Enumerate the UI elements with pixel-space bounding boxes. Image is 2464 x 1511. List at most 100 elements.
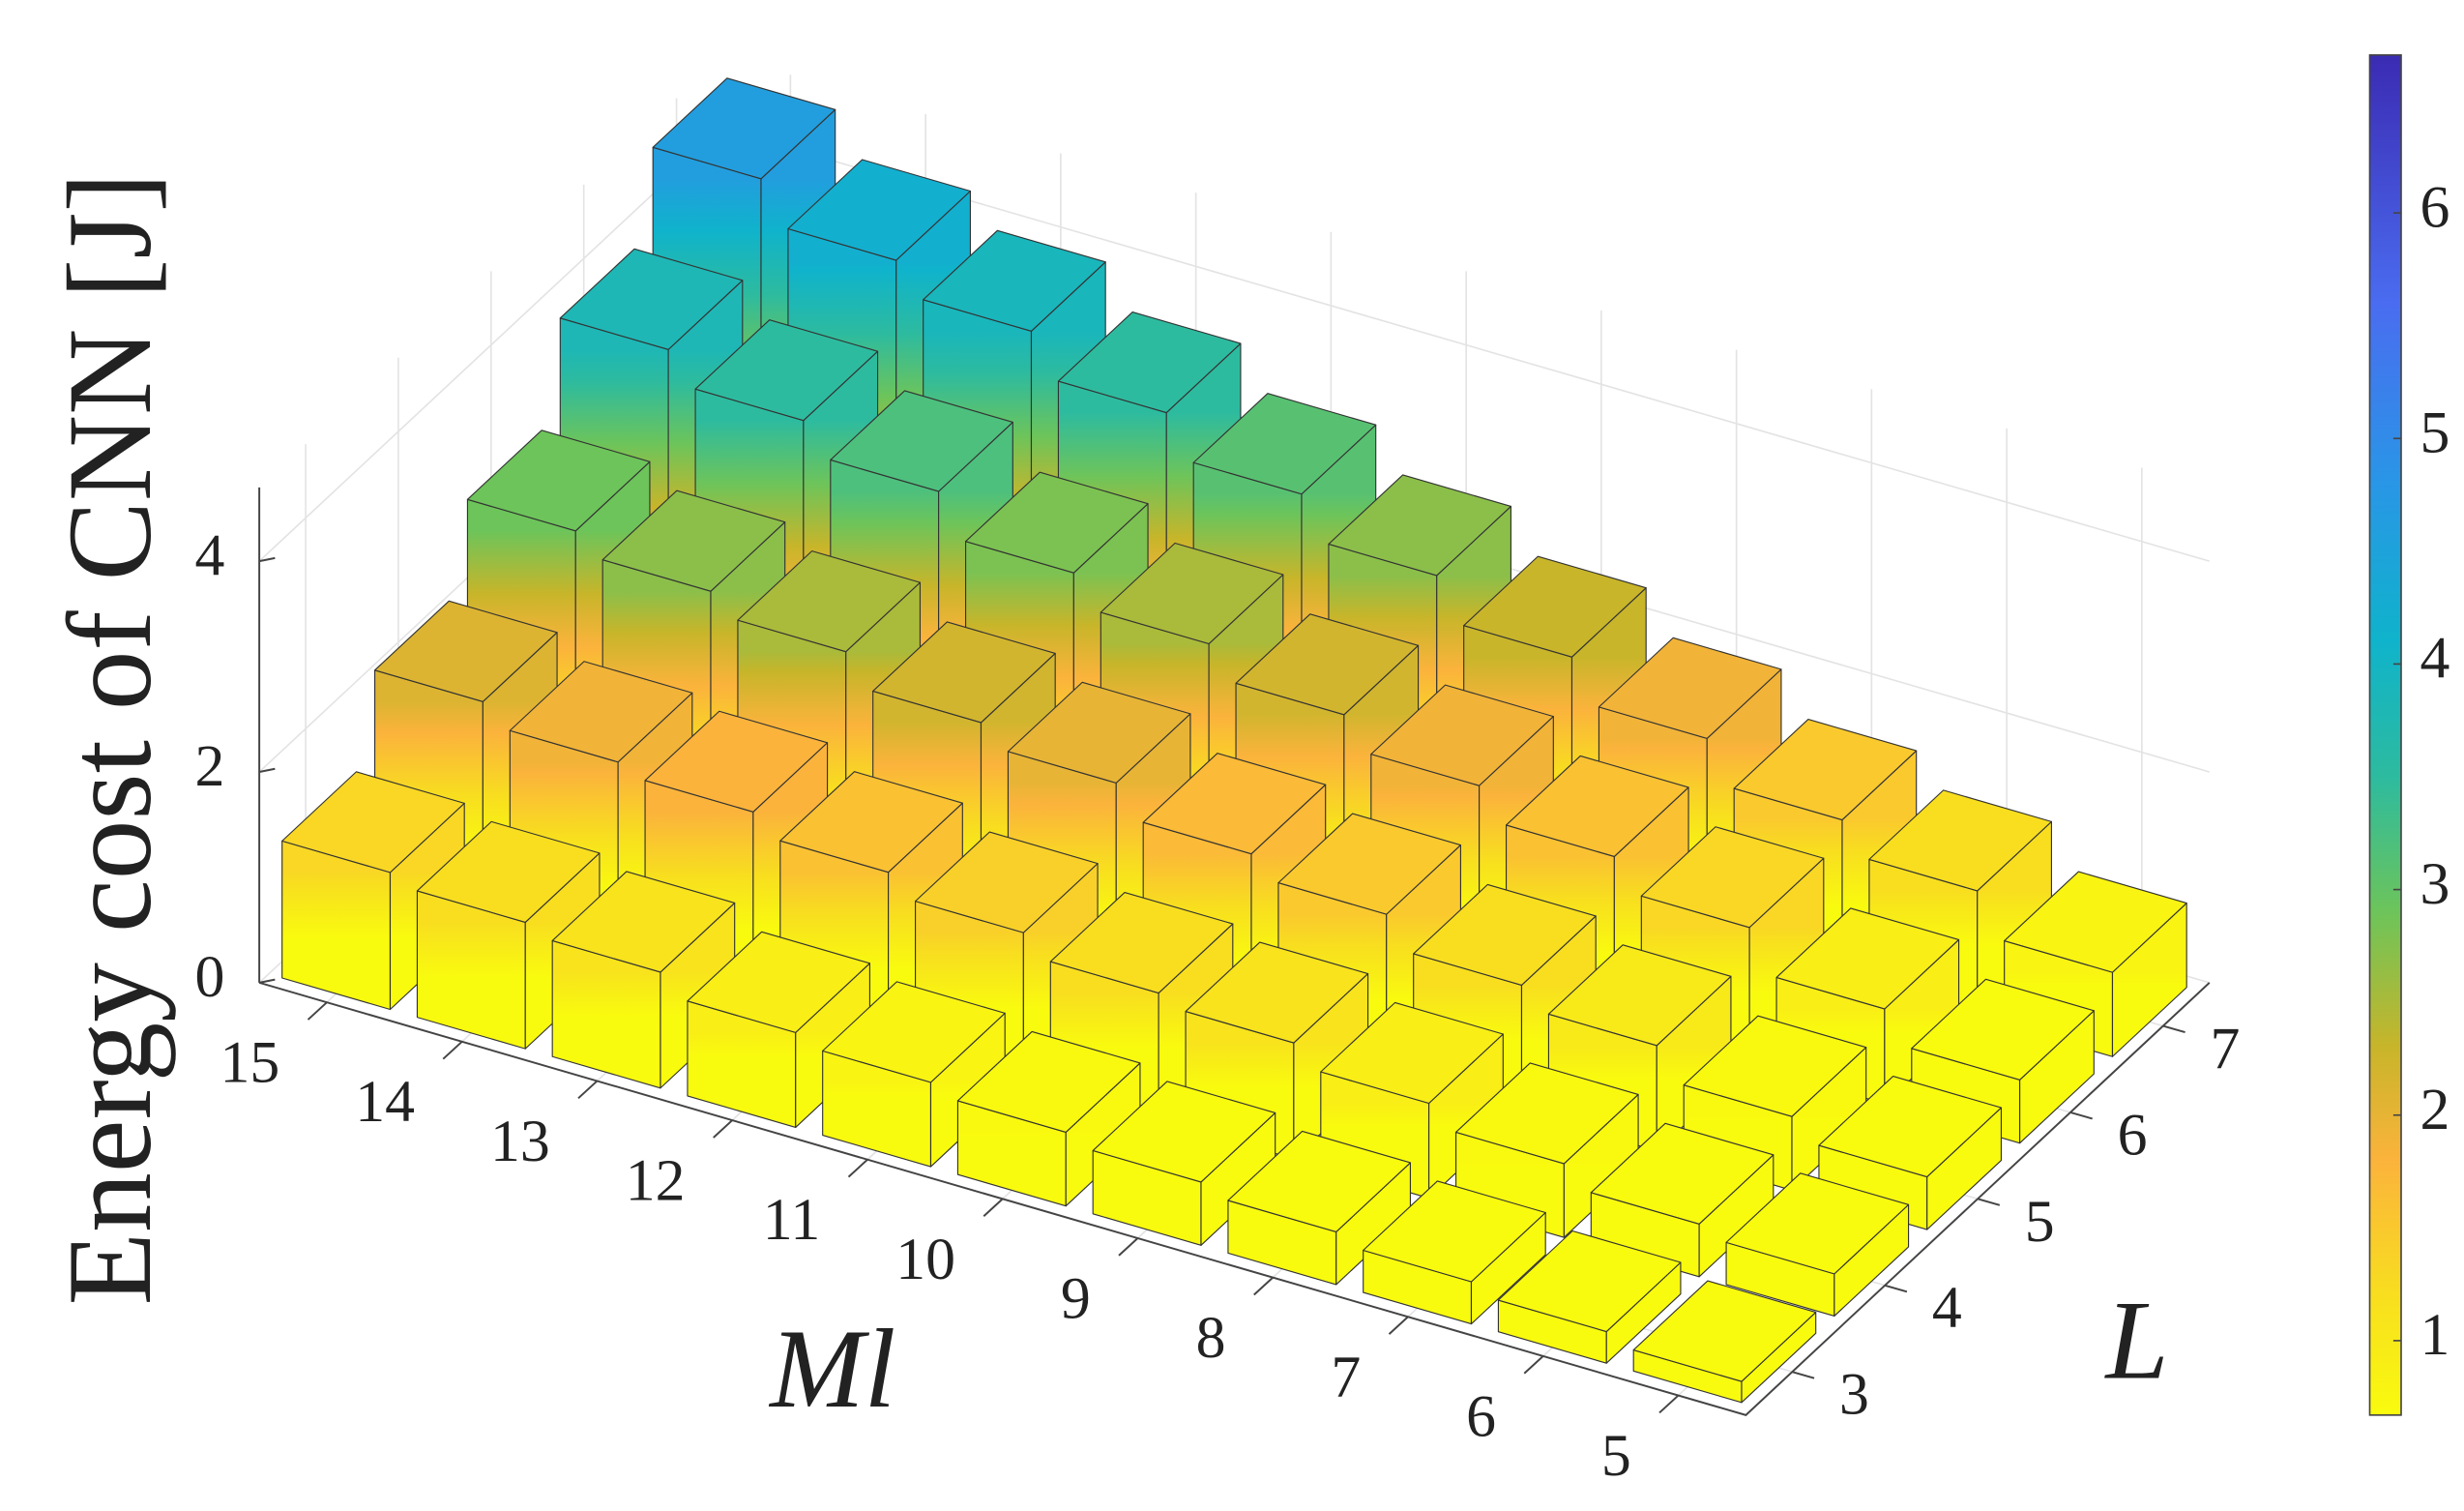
z-tick-label: 4 [195, 522, 225, 588]
bar-face [923, 229, 1106, 332]
bar-face [509, 661, 693, 763]
bar-face [1818, 1075, 2003, 1178]
bar-face [1505, 755, 1689, 858]
x-tick-label: 12 [626, 1148, 686, 1214]
bar-face [872, 621, 1056, 724]
bar-face [956, 1030, 1141, 1133]
y-tick [1977, 1198, 2001, 1206]
x-tick-label: 10 [895, 1227, 955, 1292]
bar-face [1185, 941, 1369, 1044]
bar-face [737, 550, 922, 653]
bar [1632, 1280, 1817, 1404]
bar-face [964, 471, 1149, 574]
z-tick-label: 2 [195, 733, 225, 799]
z-tick-label: 0 [195, 944, 225, 1010]
y-tick-label: 3 [1839, 1362, 1869, 1428]
bar-face [1632, 1280, 1817, 1382]
bar-face [1590, 1122, 1775, 1225]
bar-face [551, 871, 736, 973]
x-tick [307, 1001, 328, 1021]
x-tick-label: 9 [1061, 1265, 1091, 1331]
bar [1227, 1130, 1412, 1286]
bar-face [2004, 871, 2187, 973]
x-tick-label: 14 [355, 1069, 415, 1135]
x-tick [847, 1159, 868, 1178]
bar-face [1370, 684, 1554, 786]
bar-face [1725, 1172, 1910, 1275]
y-tick-label: 7 [2211, 1016, 2241, 1081]
bar-face [822, 981, 1006, 1083]
bar-face [1227, 1130, 1412, 1233]
x-tick [1388, 1316, 1409, 1335]
x-tick-label: 11 [763, 1187, 820, 1253]
colorbar-tick-label: 5 [2420, 400, 2450, 465]
y-tick [1792, 1371, 1815, 1379]
colorbar-tick-label: 1 [2420, 1302, 2450, 1368]
bar-face [1775, 907, 1960, 1010]
bar-face [466, 430, 651, 532]
colorbar [2368, 54, 2402, 1416]
bar-face [1683, 1015, 1867, 1117]
bar [1547, 944, 1732, 1152]
z-axis-label: Energy cost of CNN [J] [44, 172, 176, 1305]
x-tick [442, 1041, 463, 1060]
bar-face [1868, 789, 2053, 892]
x-tick-label: 5 [1601, 1423, 1631, 1489]
bar-face [373, 600, 558, 702]
bar [1818, 1075, 2003, 1230]
bar-face [1363, 1180, 1546, 1283]
x-tick-label: 7 [1331, 1345, 1361, 1410]
bar-face [1547, 944, 1732, 1047]
z-tick [258, 978, 276, 984]
bar [1590, 1122, 1775, 1278]
bar-face [1092, 1081, 1276, 1183]
x-tick [1658, 1394, 1680, 1414]
bar [1725, 1172, 1910, 1318]
bar-face [652, 77, 836, 180]
bar-face [1049, 891, 1234, 994]
bar-face [644, 710, 829, 813]
bar-face [1277, 813, 1462, 915]
z-tick [258, 767, 276, 773]
x-tick-label: 15 [220, 1030, 280, 1096]
bar-face [1911, 978, 2095, 1081]
bar-face [1413, 883, 1597, 986]
z-tick [258, 556, 276, 563]
bar-face [694, 319, 879, 422]
y-axis-label: L [2103, 1279, 2168, 1404]
bar-face [1007, 681, 1191, 784]
bar [1092, 1081, 1276, 1246]
bar [1363, 1180, 1546, 1325]
bar-face [1235, 613, 1420, 716]
x-tick [577, 1080, 599, 1100]
bar [956, 1030, 1141, 1207]
bar-face [1328, 474, 1512, 577]
bar-face [830, 390, 1013, 492]
y-tick [2069, 1111, 2093, 1120]
x-axis-label: Ml [768, 1307, 895, 1432]
bar-face [1142, 753, 1327, 855]
bar-face [787, 159, 972, 261]
bar-face [1640, 826, 1825, 929]
bar [822, 981, 1006, 1168]
bar-face [1100, 542, 1284, 645]
y-tick-label: 4 [1932, 1275, 1962, 1341]
x-tick-label: 8 [1196, 1305, 1226, 1371]
colorbar-tick-label: 6 [2420, 174, 2450, 240]
bar-face [1598, 637, 1782, 739]
bar-face [1192, 393, 1377, 495]
bar-face [1057, 311, 1242, 414]
bar [687, 931, 871, 1128]
y-tick-label: 6 [2118, 1102, 2148, 1168]
x-tick [983, 1198, 1004, 1217]
y-tick [1884, 1284, 1908, 1293]
x-tick-label: 13 [490, 1109, 550, 1174]
bar-face [779, 771, 963, 874]
bar-face [559, 248, 744, 350]
bar [1497, 1230, 1682, 1364]
x-tick [1253, 1276, 1274, 1296]
bar-face [1733, 718, 1918, 821]
bar-face [1497, 1230, 1682, 1333]
x-tick [1523, 1355, 1544, 1375]
